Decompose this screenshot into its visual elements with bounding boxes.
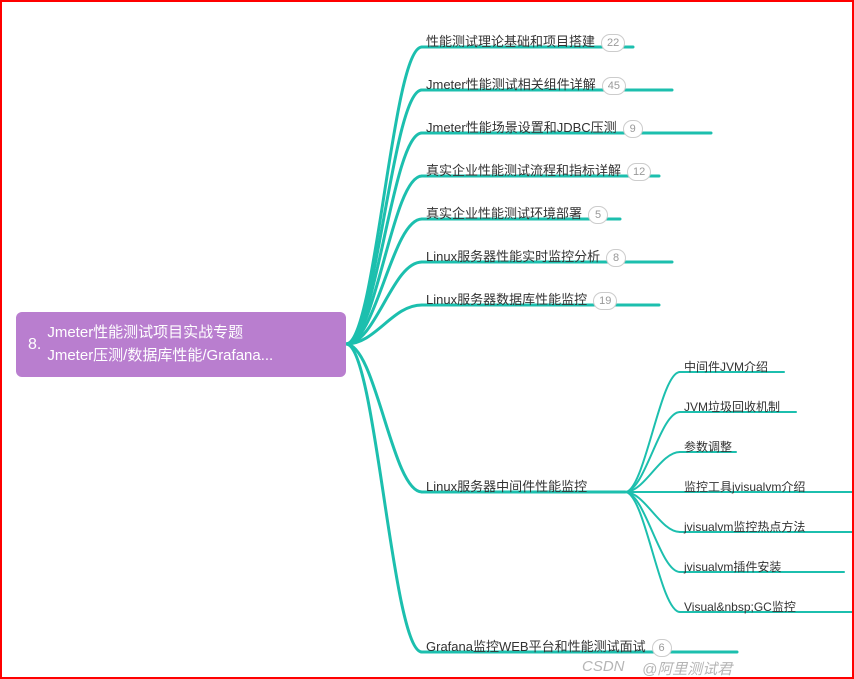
level1-node[interactable]: Grafana监控WEB平台和性能测试面试 6: [422, 636, 676, 661]
count-badge: 19: [593, 292, 617, 310]
count-badge: 9: [623, 120, 643, 138]
level2-label: jvisualvm监控热点方法: [684, 520, 805, 534]
level1-label: 真实企业性能测试环境部署: [426, 206, 582, 221]
level2-label: 监控工具jvisualvm介绍: [684, 480, 805, 494]
level1-label: Linux服务器中间件性能监控: [426, 479, 587, 494]
level2-node[interactable]: jvisualvm插件安装: [680, 558, 785, 578]
root-title: Jmeter性能测试项目实战专题Jmeter压测/数据库性能/Grafana..…: [47, 322, 273, 367]
mindmap-frame: 8.Jmeter性能测试项目实战专题Jmeter压测/数据库性能/Grafana…: [0, 0, 854, 679]
level2-node[interactable]: 中间件JVM介绍: [680, 358, 772, 378]
level1-node[interactable]: 真实企业性能测试流程和指标详解 12: [422, 160, 655, 185]
level1-node[interactable]: Linux服务器中间件性能监控: [422, 476, 591, 499]
level1-node[interactable]: 性能测试理论基础和项目搭建 22: [422, 31, 629, 56]
count-badge: 22: [601, 34, 625, 52]
root-number: 8.: [28, 333, 41, 357]
count-badge: 45: [602, 77, 626, 95]
root-node[interactable]: 8.Jmeter性能测试项目实战专题Jmeter压测/数据库性能/Grafana…: [16, 312, 346, 377]
level1-node[interactable]: Linux服务器数据库性能监控 19: [422, 289, 621, 314]
count-badge: 12: [627, 163, 651, 181]
level1-node[interactable]: 真实企业性能测试环境部署 5: [422, 203, 612, 228]
level2-node[interactable]: 监控工具jvisualvm介绍: [680, 478, 809, 498]
level2-label: JVM垃圾回收机制: [684, 400, 780, 414]
level1-node[interactable]: Jmeter性能场景设置和JDBC压测 9: [422, 117, 647, 142]
level1-label: Jmeter性能测试相关组件详解: [426, 77, 596, 92]
count-badge: 6: [652, 639, 672, 657]
level2-node[interactable]: JVM垃圾回收机制: [680, 398, 784, 418]
level1-label: Jmeter性能场景设置和JDBC压测: [426, 120, 617, 135]
watermark: CSDN: [582, 658, 625, 675]
level1-node[interactable]: Jmeter性能测试相关组件详解 45: [422, 74, 630, 99]
level2-node[interactable]: Visual&nbsp;GC监控: [680, 598, 800, 618]
level1-label: Grafana监控WEB平台和性能测试面试: [426, 639, 646, 654]
level2-label: 中间件JVM介绍: [684, 360, 768, 374]
level2-label: jvisualvm插件安装: [684, 560, 781, 574]
level2-node[interactable]: jvisualvm监控热点方法: [680, 518, 809, 538]
level1-label: 真实企业性能测试流程和指标详解: [426, 163, 621, 178]
level1-label: Linux服务器性能实时监控分析: [426, 249, 600, 264]
level2-label: 参数调整: [684, 440, 732, 454]
level1-label: Linux服务器数据库性能监控: [426, 292, 587, 307]
level2-node[interactable]: 参数调整: [680, 438, 736, 458]
level2-label: Visual&nbsp;GC监控: [684, 600, 796, 614]
count-badge: 8: [606, 249, 626, 267]
level1-node[interactable]: Linux服务器性能实时监控分析 8: [422, 246, 630, 271]
count-badge: 5: [588, 206, 608, 224]
watermark: @阿里测试君: [642, 658, 732, 679]
level1-label: 性能测试理论基础和项目搭建: [426, 34, 595, 49]
